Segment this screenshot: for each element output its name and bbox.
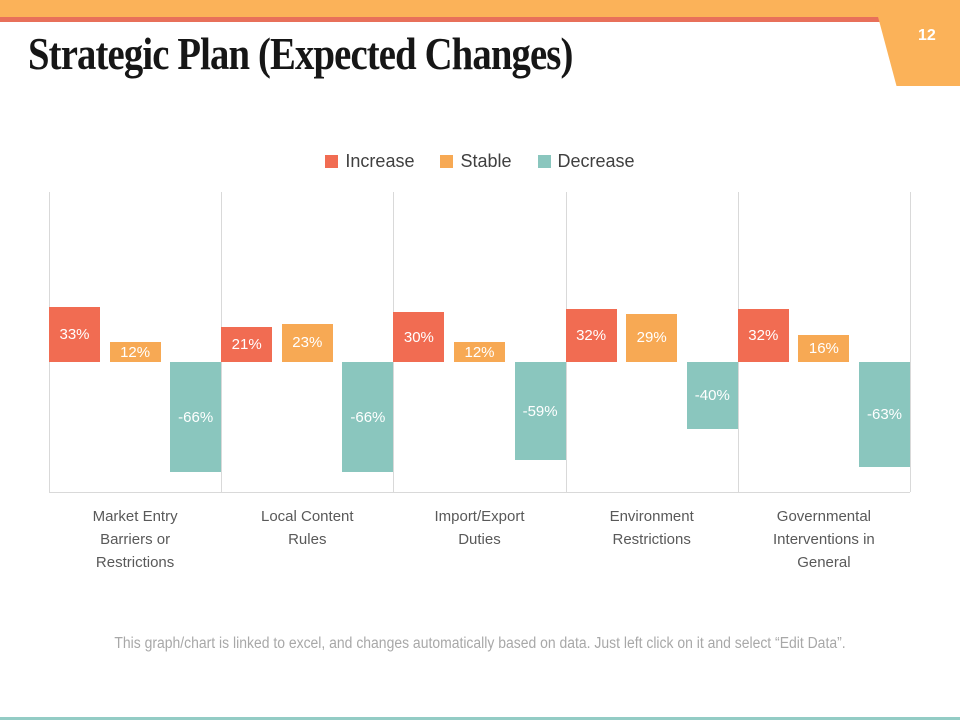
legend-marker-stable — [440, 155, 454, 168]
bar-decrease-2: -59% — [514, 362, 566, 461]
top-accent-bar — [0, 0, 960, 17]
legend-item-stable: Stable — [440, 151, 512, 172]
bar-increase-3: 32% — [565, 308, 617, 362]
legend-label: Stable — [460, 151, 512, 171]
bar-data-label: 29% — [636, 329, 667, 347]
bar-decrease-4: -63% — [859, 362, 910, 467]
category-label-0: Market Entry Barriers or Restrictions — [92, 508, 178, 571]
bar-increase-4: 32% — [737, 308, 789, 362]
bar-data-label: 32% — [576, 326, 607, 344]
bar-data-label: 33% — [59, 326, 90, 343]
bar-data-label: -63% — [866, 406, 903, 423]
category-label-2: Import/Export Duties — [434, 508, 525, 548]
category-label-3: Environment Restrictions — [609, 508, 694, 548]
bar-stable-2: 12% — [454, 342, 505, 362]
bar-stable-0: 12% — [109, 342, 161, 362]
bar-data-label: 21% — [231, 336, 262, 353]
bar-data-label: -40% — [694, 386, 730, 404]
gridline — [910, 192, 911, 492]
bar-data-label: 12% — [120, 343, 151, 361]
bar-data-label: 30% — [403, 328, 434, 346]
legend-label: Increase — [345, 151, 415, 171]
category-label-1: Local Content Rules — [260, 508, 354, 548]
bar-increase-1: 21% — [221, 327, 273, 362]
legend-item-decrease: Decrease — [537, 151, 635, 172]
page-number: 12 — [918, 27, 936, 44]
bar-stable-3: 29% — [626, 313, 678, 362]
bar-increase-0: 33% — [49, 307, 100, 362]
bar-decrease-1: -66% — [342, 362, 394, 472]
bottom-accent-line — [0, 717, 960, 720]
bar-increase-2: 30% — [393, 312, 445, 362]
bar-data-label: 32% — [748, 326, 779, 344]
bar-decrease-0: -66% — [170, 362, 222, 472]
legend-label: Decrease — [557, 151, 635, 171]
chart-legend: Increase Stable Decrease — [0, 151, 960, 172]
legend-marker-decrease — [537, 155, 551, 168]
bar-data-label: -59% — [522, 402, 558, 420]
bar-data-label: 23% — [292, 334, 323, 352]
legend-item-increase: Increase — [325, 151, 414, 172]
bar-data-label: 12% — [464, 343, 495, 361]
bar-stable-1: 23% — [281, 323, 333, 362]
page-number-tab: 12 — [873, 0, 960, 86]
category-label-4: Governmental Interventions in General — [773, 508, 875, 571]
footnote-text: This graph/chart is linked to excel, and… — [114, 635, 846, 652]
slide-title: Strategic Plan (Expected Changes) — [28, 29, 573, 79]
top-accent-line — [0, 17, 960, 22]
bar-data-label: -66% — [178, 408, 214, 426]
category-axis-line — [49, 492, 910, 493]
bar-data-label: 16% — [808, 340, 839, 358]
legend-marker-increase — [325, 155, 339, 168]
bar-decrease-3: -40% — [686, 362, 738, 429]
bar-stable-4: 16% — [798, 335, 850, 362]
bar-data-label: -66% — [350, 408, 386, 426]
